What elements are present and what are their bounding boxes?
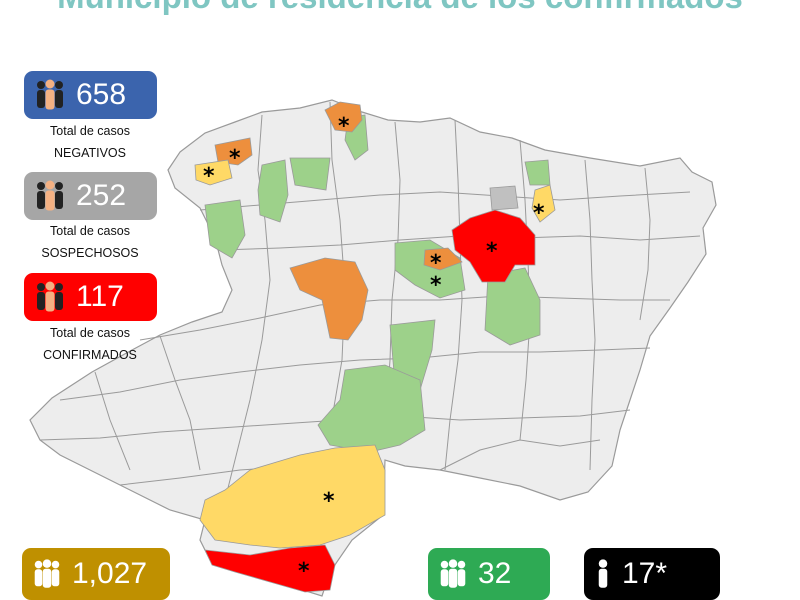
confirmados-caption: Total de casos CONFIRMADOS: [43, 326, 137, 362]
state-shape: [29, 99, 717, 597]
negativos-badge: 658: [24, 71, 157, 119]
sospechosos-badge: 252: [24, 172, 157, 220]
negativos-count: 658: [76, 78, 127, 111]
red-municipalities: [204, 209, 536, 593]
marker-asterisk: *: [229, 146, 241, 171]
marker-asterisk: *: [430, 251, 442, 276]
marker-asterisk: *: [486, 239, 498, 264]
green-badge: 32: [428, 548, 550, 600]
black-count: 17*: [622, 557, 668, 590]
sospechosos-caption: Total de casos SOSPECHOSOS: [41, 224, 139, 260]
person-icon: [592, 557, 614, 591]
negativos-caption: Total de casos NEGATIVOS: [50, 124, 130, 160]
people-icon: [30, 557, 64, 591]
gold-badge: 1,027: [22, 548, 170, 600]
gray-municipality: [489, 185, 519, 211]
marker-asterisk: *: [203, 164, 215, 189]
green-municipalities: [204, 114, 551, 453]
people-icon: [32, 77, 68, 113]
people-icon: [436, 557, 470, 591]
gold-count: 1,027: [72, 557, 148, 590]
confirmados-count: 117: [76, 280, 124, 313]
confirmados-badge: 117: [24, 273, 157, 321]
marker-asterisk: *: [298, 559, 310, 584]
marker-asterisk: *: [430, 273, 442, 298]
marker-asterisk: *: [338, 114, 350, 139]
case-markers: * * * * * * * * *: [203, 114, 545, 584]
people-icon: [32, 178, 68, 214]
marker-asterisk: *: [323, 489, 335, 514]
people-icon: [32, 279, 68, 315]
page-title: Municipio de residencia de los confirmad…: [0, 0, 800, 16]
yellow-municipalities: [194, 159, 556, 549]
sospechosos-count: 252: [76, 179, 127, 212]
green-count: 32: [478, 557, 512, 590]
black-badge: 17*: [584, 548, 720, 600]
marker-asterisk: *: [533, 201, 545, 226]
orange-municipalities: [214, 101, 463, 341]
